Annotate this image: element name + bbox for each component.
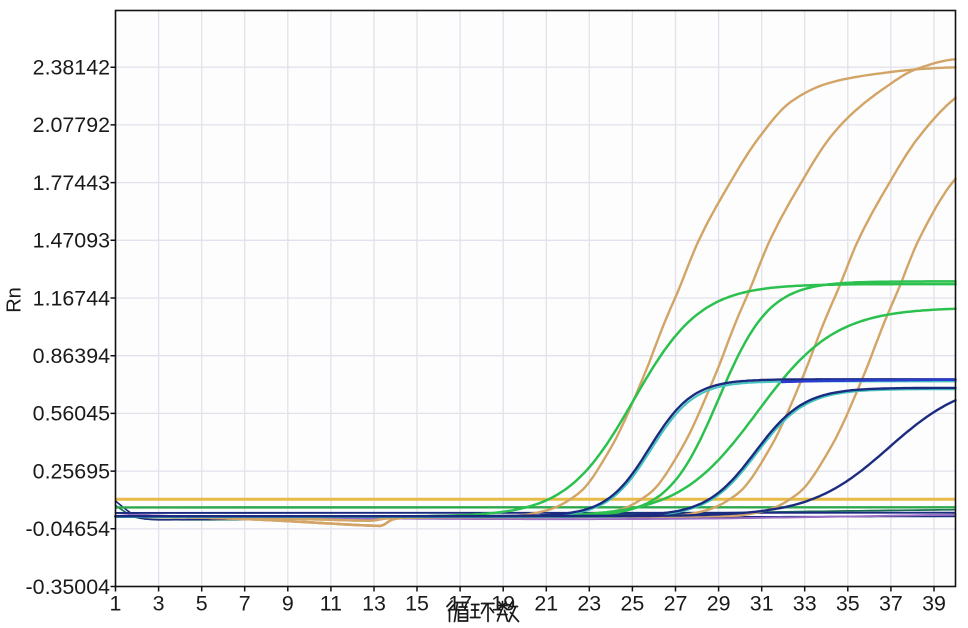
svg-text:2.38142: 2.38142 (33, 56, 110, 80)
svg-text:27: 27 (664, 592, 688, 616)
svg-text:1.77443: 1.77443 (33, 171, 110, 195)
svg-text:39: 39 (922, 592, 946, 616)
svg-text:5: 5 (196, 592, 208, 616)
svg-text:9: 9 (282, 592, 294, 616)
svg-text:1.16744: 1.16744 (33, 286, 110, 310)
svg-text:29: 29 (707, 592, 731, 616)
svg-text:33: 33 (793, 592, 817, 616)
svg-text:Rn: Rn (4, 287, 26, 313)
svg-text:1.47093: 1.47093 (33, 229, 110, 253)
svg-text:17: 17 (448, 592, 472, 616)
svg-text:3: 3 (153, 592, 165, 616)
svg-text:23: 23 (577, 592, 601, 616)
svg-text:1: 1 (110, 592, 122, 616)
svg-text:0.25695: 0.25695 (33, 459, 110, 483)
svg-text:37: 37 (879, 592, 903, 616)
svg-text:11: 11 (320, 592, 342, 616)
svg-text:35: 35 (836, 592, 860, 616)
svg-text:-0.35004: -0.35004 (26, 575, 111, 599)
svg-text:0.56045: 0.56045 (33, 402, 110, 426)
svg-text:31: 31 (750, 592, 774, 616)
svg-text:13: 13 (362, 592, 386, 616)
svg-text:7: 7 (239, 592, 251, 616)
svg-text:2.07792: 2.07792 (33, 113, 110, 137)
svg-text:21: 21 (534, 592, 558, 616)
svg-text:25: 25 (621, 592, 645, 616)
svg-text:-0.04654: -0.04654 (26, 517, 111, 541)
svg-text:0.86394: 0.86394 (33, 344, 110, 368)
svg-text:15: 15 (405, 592, 429, 616)
